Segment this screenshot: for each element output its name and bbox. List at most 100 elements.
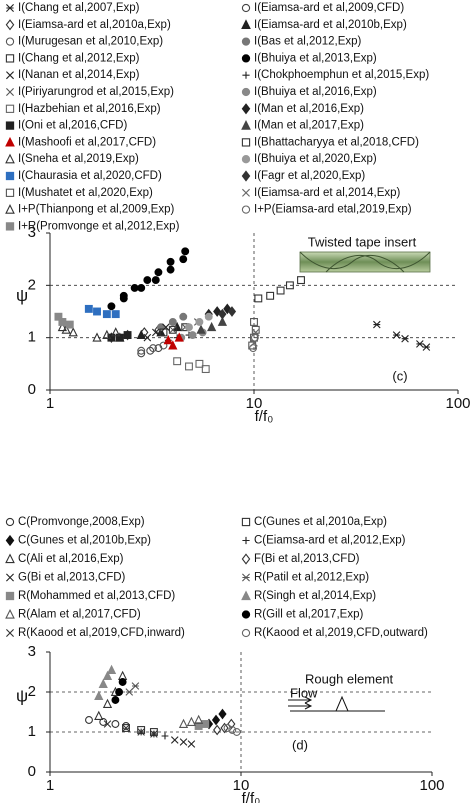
data-point [188, 331, 197, 339]
data-point [373, 320, 381, 329]
data-point [118, 678, 127, 686]
data-point [115, 688, 124, 696]
legend-label: I(Chang et al,2012,Exp) [18, 52, 140, 64]
legend-label: C(Ali et al,2016,Exp) [18, 553, 124, 565]
data-point [131, 682, 140, 690]
legend-label: I(Chokphoemphun et al,2015,Exp) [254, 69, 429, 81]
data-point [276, 286, 285, 295]
legend-label: C(Gunes et al,2010b,Exp) [18, 535, 151, 547]
y-tick-label: 0 [28, 381, 36, 398]
legend-label: I+P(Thianpong et al,2009,Exp) [18, 204, 174, 216]
legend-marker [5, 121, 15, 130]
legend-marker [5, 188, 15, 197]
annotation: (d) [292, 737, 308, 752]
y-tick-label: 0 [28, 763, 36, 780]
data-point [57, 321, 68, 332]
data-point [102, 670, 113, 680]
data-point [93, 307, 101, 316]
legend-label: I(Eiamsa-ard et al,2010a,Exp) [18, 19, 171, 31]
data-point [168, 340, 178, 350]
data-point [122, 724, 130, 732]
legend-label: R(Singh et al,2014,Exp) [254, 590, 376, 602]
legend-label: F(Bi et al,2013,CFD) [254, 553, 360, 565]
data-point [170, 736, 179, 744]
data-point [185, 362, 193, 371]
data-point [401, 334, 409, 343]
legend-marker [242, 573, 250, 582]
data-point [179, 738, 188, 746]
data-point [201, 365, 210, 374]
legend-label: I(Hazbehian et al,2016,Exp) [18, 103, 161, 115]
legend-marker [5, 19, 15, 31]
legend-marker [6, 88, 14, 96]
legend-label: I(Man et al,2017,Exp) [254, 120, 364, 132]
annotation: Twisted tape insert [308, 234, 417, 249]
data-point [143, 276, 152, 285]
legend-marker [241, 205, 251, 214]
data-point [159, 341, 168, 350]
data-point [232, 728, 241, 736]
legend-marker [242, 188, 250, 197]
legend-marker [241, 3, 251, 13]
data-point [143, 333, 152, 342]
legend-marker [241, 87, 251, 97]
data-point [161, 732, 169, 740]
data-point [125, 688, 134, 696]
y-axis-label: ψ [16, 686, 28, 705]
data-point [249, 344, 258, 353]
legend-marker [5, 54, 15, 63]
legend-label: I(Piriyarungrod et al,2015,Exp) [18, 86, 174, 98]
data-point [173, 357, 182, 366]
legend-label: I(Eiamsa-ard et al,2010b,Exp) [254, 19, 407, 31]
x-axis-label: f/f₀ [255, 408, 274, 425]
legend-marker [5, 517, 15, 527]
legend-marker [241, 19, 251, 29]
x-tick-label: 10 [233, 777, 250, 794]
data-point [169, 326, 177, 334]
legend-marker [5, 553, 15, 564]
y-tick-label: 1 [28, 329, 36, 346]
legend-marker [6, 573, 14, 582]
legend-marker [241, 170, 251, 182]
legend-marker [241, 155, 251, 164]
data-point [179, 312, 188, 321]
legend-marker [241, 590, 251, 601]
legend-marker [5, 37, 15, 46]
legend-marker [6, 629, 14, 637]
data-point [174, 332, 184, 342]
legend-label: I(Mashoofi et al,2017,CFD) [18, 136, 156, 148]
data-point [213, 724, 222, 736]
legend-label: I(Bhuiya et al,2013,Exp) [254, 52, 377, 64]
data-point [297, 276, 305, 285]
data-point [251, 325, 260, 334]
data-point [168, 318, 177, 326]
legend-label: I(Man et al,2016,Exp) [254, 103, 364, 115]
x-axis-label: f/f₀ [242, 790, 261, 803]
data-point [111, 696, 120, 704]
data-point [102, 329, 112, 339]
legend-label: I(Eiamsa-ard et al,2009,CFD) [254, 2, 404, 14]
legend-marker [5, 534, 15, 547]
data-point [111, 720, 120, 728]
legend-label: I(Chang et al,2007,Exp) [18, 2, 140, 14]
legend-label: I(Mushatet et al,2020,Exp) [18, 187, 153, 199]
data-point [250, 318, 258, 326]
data-point [92, 332, 102, 342]
legend-marker [241, 120, 251, 130]
legend-marker [5, 222, 15, 231]
legend-label: R(Patil et al,2012,Exp) [254, 572, 369, 584]
legend-label: R(Kaood et al,2019,CFD,outward) [254, 627, 428, 639]
data-point [136, 329, 146, 339]
data-point [254, 294, 263, 303]
legend-marker [241, 610, 251, 619]
legend-label: I(Eiamsa-ard et al,2014,Exp) [254, 187, 401, 199]
legend-marker [5, 608, 15, 619]
legend-label: G(Bi et al,2013,CFD) [18, 572, 126, 584]
annotation: (c) [392, 368, 407, 383]
data-point [168, 325, 177, 334]
data-point [218, 308, 227, 320]
data-point [115, 333, 124, 342]
data-point [149, 344, 158, 353]
data-point [187, 740, 196, 748]
data-point [196, 324, 206, 334]
